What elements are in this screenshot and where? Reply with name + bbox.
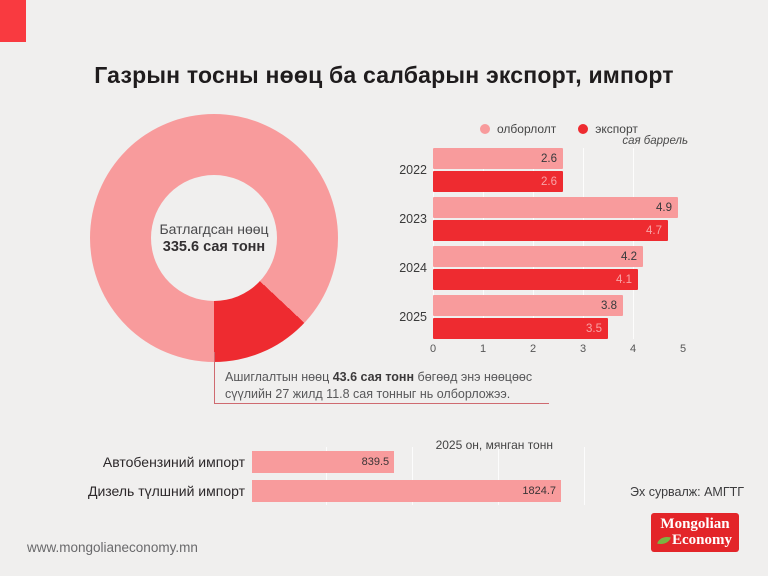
экспорт-bar-2023: 4.7	[433, 220, 668, 241]
leaf-icon	[657, 535, 671, 546]
bar-value-label: 4.7	[646, 225, 662, 237]
donut-center-value: 335.6 сая тонн	[163, 239, 265, 255]
x-tick-label: 1	[480, 343, 486, 355]
bar-value-label: 4.9	[656, 202, 672, 214]
logo-line2-text: Economy	[672, 533, 732, 549]
import-bar-area: 1824.7	[252, 480, 561, 502]
import-row: Автобензиний импорт 839.5	[55, 451, 561, 473]
x-tick-label: 4	[630, 343, 636, 355]
year-label: 2023	[389, 212, 427, 226]
website-url: www.mongolianeconomy.mn	[27, 540, 198, 555]
import-row: Дизель түлшний импорт 1824.7	[55, 480, 561, 502]
production-export-chart-plot: 20222.62.620234.94.720244.24.120253.83.5	[433, 148, 683, 339]
source-label: Эх сурвалж: АМГТГ	[594, 485, 744, 499]
x-tick-label: 5	[680, 343, 686, 355]
page-title: Газрын тосны нөөц ба салбарын экспорт, и…	[0, 62, 768, 89]
x-tick-label: 3	[580, 343, 586, 355]
logo-line2: Economy	[658, 533, 732, 549]
bar-group-2023: 20234.94.7	[433, 197, 683, 241]
экспорт-bar-2022: 2.6	[433, 171, 563, 192]
legend-label: экспорт	[595, 122, 638, 136]
bar-value-label: 2.6	[541, 176, 557, 188]
chart-legend: олборлолт экспорт	[480, 122, 638, 136]
import-bar: 839.5	[252, 451, 394, 473]
year-label: 2025	[389, 310, 427, 324]
экспорт-bar-2024: 4.1	[433, 269, 638, 290]
import-chart: Автобензиний импорт 839.5 Дизель түлшний и…	[55, 451, 561, 509]
legend-dot-icon	[578, 124, 588, 134]
chart-x-axis: 0 1 2 3 4 5	[433, 343, 683, 357]
олборлолт-bar-2023: 4.9	[433, 197, 678, 218]
олборлолт-bar-2025: 3.8	[433, 295, 623, 316]
production-export-chart: 20222.62.620234.94.720244.24.120253.83.5	[433, 148, 683, 339]
reserves-donut-center: Батлагдсан нөөц 335.6 сая тонн	[151, 175, 277, 301]
reserves-donut-chart: Батлагдсан нөөц 335.6 сая тонн	[90, 114, 338, 362]
bar-value-label: 4.2	[621, 251, 637, 263]
bar-group-2025: 20253.83.5	[433, 295, 683, 339]
bar-value-label: 3.8	[601, 300, 617, 312]
bar-value-label: 2.6	[541, 153, 557, 165]
annotation-text: Ашиглалтын нөөц 43.6 сая тонн бөгөөд энэ…	[225, 369, 557, 403]
экспорт-bar-2025: 3.5	[433, 318, 608, 339]
import-bar-area: 839.5	[252, 451, 561, 473]
logo-line1: Mongolian	[660, 517, 729, 533]
year-label: 2024	[389, 261, 427, 275]
import-category-label: Дизель түлшний импорт	[55, 483, 252, 499]
x-tick-label: 0	[430, 343, 436, 355]
import-category-label: Автобензиний импорт	[55, 454, 252, 470]
legend-item: экспорт	[578, 122, 638, 136]
accent-square	[0, 0, 26, 42]
x-tick-label: 2	[530, 343, 536, 355]
legend-dot-icon	[480, 124, 490, 134]
import-bar: 1824.7	[252, 480, 561, 502]
chart-unit-label: сая баррель	[608, 135, 688, 147]
legend-item: олборлолт	[480, 122, 556, 136]
donut-center-label: Батлагдсан нөөц	[159, 221, 268, 237]
олборлолт-bar-2022: 2.6	[433, 148, 563, 169]
bar-value-label: 4.1	[616, 274, 632, 286]
annotation-text-before: Ашиглалтын нөөц	[225, 370, 329, 384]
bar-group-2022: 20222.62.6	[433, 148, 683, 192]
bar-value-label: 3.5	[586, 323, 602, 335]
import-bar-value: 839.5	[362, 456, 390, 468]
import-bar-value: 1824.7	[522, 485, 556, 497]
bar-group-2024: 20244.24.1	[433, 246, 683, 290]
legend-label: олборлолт	[497, 122, 556, 136]
олборлолт-bar-2024: 4.2	[433, 246, 643, 267]
mongolian-economy-logo: Mongolian Economy	[651, 513, 739, 552]
annotation-text-bold: 43.6 сая тонн	[333, 370, 414, 384]
year-label: 2022	[389, 163, 427, 177]
